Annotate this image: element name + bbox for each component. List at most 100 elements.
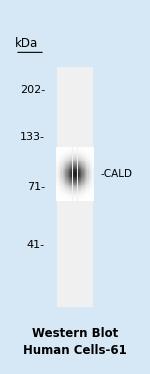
- Bar: [76, 180, 77, 181]
- Bar: [58, 175, 59, 176]
- Bar: [86, 196, 87, 197]
- Bar: [79, 157, 80, 158]
- Bar: [70, 179, 71, 180]
- Bar: [73, 174, 74, 175]
- Bar: [60, 181, 61, 182]
- Bar: [81, 186, 83, 187]
- Bar: [74, 154, 75, 155]
- Bar: [58, 172, 59, 173]
- Bar: [71, 186, 72, 187]
- Bar: [58, 199, 59, 200]
- Bar: [64, 168, 65, 169]
- Bar: [81, 191, 83, 192]
- Bar: [61, 168, 63, 169]
- Bar: [84, 181, 85, 182]
- Bar: [75, 151, 76, 153]
- Bar: [90, 199, 91, 200]
- Bar: [90, 158, 91, 159]
- Bar: [87, 198, 89, 199]
- Bar: [60, 155, 61, 156]
- Bar: [64, 196, 65, 197]
- Bar: [60, 154, 61, 155]
- Bar: [81, 160, 83, 162]
- Bar: [56, 183, 58, 184]
- Bar: [91, 197, 92, 198]
- Bar: [81, 182, 83, 183]
- Bar: [58, 157, 59, 158]
- Bar: [73, 165, 74, 166]
- Bar: [66, 162, 68, 163]
- Bar: [68, 171, 69, 172]
- Bar: [66, 159, 68, 160]
- Bar: [85, 157, 86, 158]
- Bar: [59, 163, 60, 164]
- Bar: [63, 172, 64, 173]
- Bar: [82, 186, 84, 187]
- Bar: [80, 162, 81, 163]
- Bar: [84, 176, 85, 177]
- Bar: [73, 173, 74, 174]
- Bar: [66, 188, 68, 189]
- Bar: [74, 172, 75, 173]
- Bar: [91, 189, 92, 190]
- Bar: [78, 169, 79, 170]
- Bar: [56, 178, 58, 179]
- Text: kDa: kDa: [15, 37, 38, 50]
- Bar: [74, 174, 75, 175]
- Bar: [59, 195, 60, 196]
- Bar: [70, 182, 71, 183]
- Bar: [89, 172, 90, 173]
- Bar: [82, 167, 84, 168]
- Bar: [85, 178, 86, 179]
- Bar: [82, 199, 84, 200]
- Bar: [87, 174, 89, 175]
- Bar: [90, 183, 91, 184]
- Bar: [61, 190, 63, 191]
- Bar: [79, 197, 80, 198]
- Bar: [85, 155, 86, 156]
- Bar: [87, 186, 89, 187]
- Bar: [78, 194, 79, 195]
- Bar: [90, 171, 91, 172]
- Bar: [75, 155, 76, 156]
- Bar: [63, 187, 64, 188]
- Text: 71-: 71-: [27, 182, 45, 192]
- Bar: [73, 158, 74, 159]
- Bar: [61, 176, 63, 177]
- Bar: [56, 150, 58, 151]
- Bar: [89, 184, 90, 185]
- Bar: [68, 165, 69, 166]
- Bar: [84, 188, 85, 189]
- Bar: [89, 176, 90, 177]
- Bar: [56, 156, 58, 157]
- Bar: [64, 158, 65, 159]
- Bar: [75, 147, 76, 148]
- Bar: [56, 174, 58, 175]
- Bar: [89, 182, 90, 183]
- Bar: [61, 158, 63, 159]
- Bar: [66, 197, 68, 198]
- Bar: [56, 169, 58, 170]
- Bar: [59, 170, 60, 171]
- Bar: [56, 165, 58, 166]
- Bar: [66, 172, 68, 173]
- Bar: [61, 199, 63, 200]
- Bar: [84, 175, 85, 176]
- Bar: [82, 171, 84, 172]
- Bar: [82, 165, 84, 166]
- Bar: [59, 172, 60, 173]
- Bar: [91, 167, 92, 168]
- Bar: [56, 149, 58, 150]
- Bar: [60, 160, 61, 162]
- Bar: [78, 180, 79, 181]
- Bar: [70, 165, 71, 166]
- Bar: [58, 183, 59, 184]
- Bar: [89, 171, 90, 172]
- Bar: [87, 150, 89, 151]
- Bar: [64, 194, 65, 195]
- Bar: [71, 153, 72, 154]
- Bar: [90, 156, 91, 157]
- Bar: [90, 180, 91, 181]
- Bar: [73, 182, 74, 183]
- Bar: [81, 180, 83, 181]
